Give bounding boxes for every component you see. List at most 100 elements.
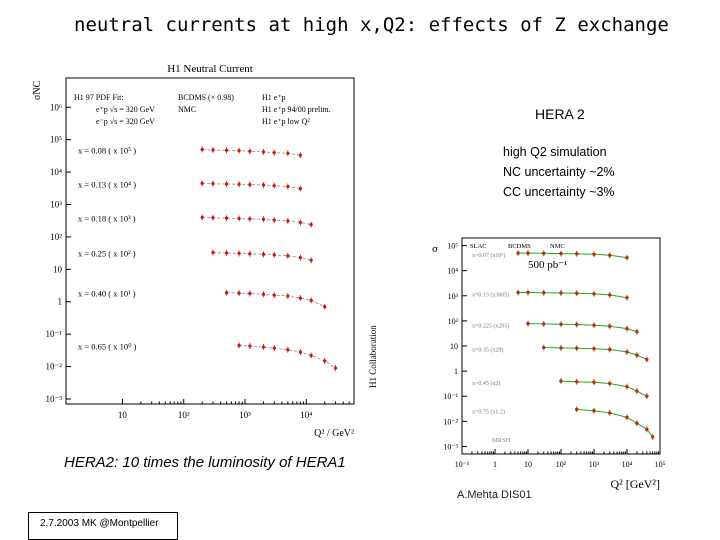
legend-entry: H1 e⁺p low Q²	[262, 117, 310, 126]
data-point	[635, 353, 639, 357]
y-tick-label: 10⁻³	[46, 394, 63, 404]
series-label: x = 0.40 ( x 10¹ )	[78, 289, 136, 299]
data-point	[298, 220, 302, 225]
data-point	[248, 291, 252, 296]
data-point	[298, 350, 302, 354]
data-point	[625, 295, 629, 300]
data-point	[309, 258, 313, 262]
data-point	[645, 427, 649, 432]
data-point	[559, 251, 563, 256]
data-point	[559, 379, 563, 383]
y-tick-label: 10³	[50, 200, 62, 210]
data-point	[200, 215, 204, 220]
note-line-2: NC uncertainty ~2%	[503, 165, 615, 179]
data-point	[211, 182, 215, 186]
data-point	[261, 292, 266, 296]
note-line-1: high Q2 simulation	[503, 145, 607, 159]
y-axis-label: σ̃NC	[32, 80, 43, 100]
fit-curve-5	[576, 408, 654, 438]
data-point	[224, 251, 229, 255]
y-tick-label: 1	[58, 297, 63, 307]
data-point	[261, 217, 266, 221]
data-point	[237, 251, 241, 256]
h1-plot-svg: H1 Neutral Current 10 10² 10³ 10⁴ 10⁻³ 10⁻² 10⁻…	[32, 63, 378, 439]
data-point	[559, 291, 563, 295]
data-point	[635, 330, 639, 334]
data-point	[592, 323, 596, 327]
data-point	[200, 147, 204, 152]
data-point	[323, 305, 327, 309]
x-tick-label: 1	[493, 460, 497, 469]
data-point	[261, 345, 266, 349]
series-label: x=0.35 (x29)	[472, 347, 503, 354]
series-label: x = 0.08 ( x 10⁵ )	[78, 145, 136, 155]
data-point	[237, 182, 241, 186]
data-point	[272, 184, 276, 188]
legend-entry: BCDMS	[508, 243, 531, 250]
y-tick-label: 10³	[448, 292, 459, 301]
legend-entry: BCDMS (× 0.98)	[178, 93, 234, 102]
legend-entry: e⁻p √s = 320 GeV	[96, 117, 155, 126]
y-tick-label: 10²	[50, 232, 62, 242]
data-point	[575, 322, 579, 327]
y-tick-label: 10	[53, 264, 63, 274]
y-tick-label: 10⁻²	[443, 417, 458, 426]
x-tick-label: 10⁵	[655, 460, 666, 469]
y-tick-label: 10⁶	[50, 102, 62, 112]
x-tick-label: 10	[524, 460, 532, 469]
series-label: x=0.75 (x1.2)	[472, 408, 505, 415]
data-point	[298, 296, 302, 300]
data-point	[608, 324, 612, 328]
data-point	[237, 291, 241, 295]
data-point	[625, 255, 629, 260]
data-point	[625, 384, 629, 389]
legend-entry: e⁺p √s = 320 GeV	[96, 105, 155, 114]
x-tick-label: 10²	[178, 410, 190, 420]
y-tick-label: 10⁴	[447, 267, 458, 276]
data-point	[559, 322, 563, 326]
x-axis-label: Q² / GeV²	[314, 428, 354, 439]
legend-entry: NMC	[178, 105, 196, 114]
x-tick-label: 10⁴	[300, 410, 312, 420]
author-credit: A.Mehta DIS01	[457, 489, 532, 501]
legend-entry: NMC	[550, 243, 565, 250]
y-tick-label: 10⁴	[50, 167, 62, 177]
hera2-simulation-plot: 10⁻¹ 1 10 10² 10³ 10⁴ 10⁵ 10⁻³ 10⁻² 10⁻¹ 1 10 10² 10³…	[432, 232, 666, 494]
data-point	[211, 148, 215, 152]
data-point	[650, 435, 655, 439]
slide-title: neutral currents at high x,Q2: effects o…	[74, 14, 669, 36]
fit-curve-1	[518, 292, 628, 299]
x-tick-label: 10⁻¹	[455, 460, 470, 469]
data-point	[635, 389, 639, 393]
y-tick-label: 1	[454, 367, 458, 376]
data-point	[237, 149, 241, 153]
data-point	[272, 346, 276, 350]
data-point	[575, 379, 579, 384]
data-point	[645, 357, 649, 362]
y-tick-label: 10⁻²	[46, 362, 63, 372]
data-point	[575, 291, 579, 295]
data-point	[333, 366, 338, 370]
fit-curve-4	[560, 380, 648, 397]
x-tick-label: 10²	[556, 460, 567, 469]
hera2-label: HERA 2	[535, 106, 585, 122]
x-tick-label: 10³	[589, 460, 600, 469]
data-point	[224, 148, 229, 152]
data-point	[625, 350, 629, 354]
legend-entry: 500 pb⁻¹	[528, 259, 567, 271]
data-point	[542, 291, 546, 295]
note-line-3: CC uncertainty ~3%	[503, 185, 615, 199]
data-point	[559, 346, 563, 350]
data-point	[542, 322, 546, 326]
series-label: x=0.07 (x10⁵)	[472, 252, 505, 259]
data-point	[542, 345, 546, 350]
data-point	[224, 216, 229, 220]
data-point	[592, 346, 596, 351]
data-point	[211, 250, 215, 255]
data-point	[237, 343, 241, 347]
data-point	[635, 421, 639, 425]
x-tick-label: 10³	[239, 410, 251, 420]
data-point	[526, 290, 530, 295]
series-label: x=0.225 (x205)	[472, 323, 509, 330]
legend-entry: H1 e⁺p	[262, 93, 286, 102]
